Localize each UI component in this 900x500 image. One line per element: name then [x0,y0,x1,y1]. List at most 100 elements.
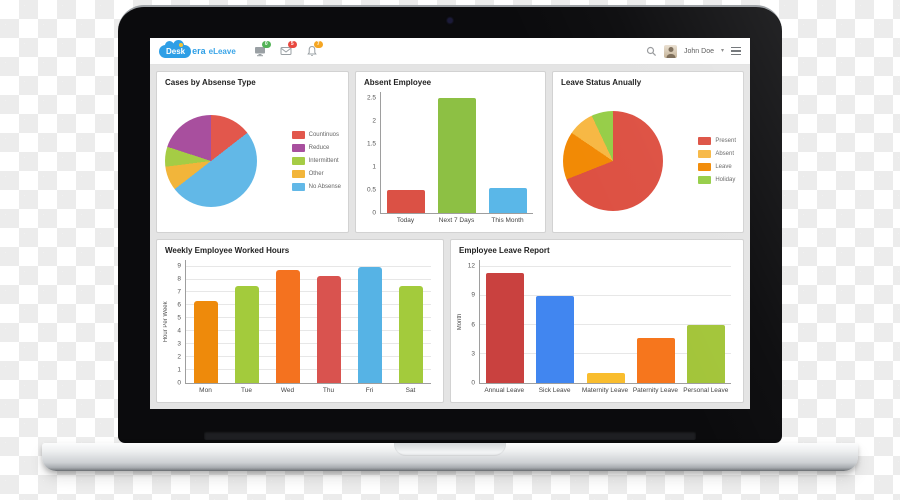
gridline [186,317,431,319]
leave-status-chart: Present Absent Leave Holiday [553,90,743,232]
bell-icon[interactable]: 7 [306,41,323,57]
legend-swatch [698,150,712,159]
y-tick-label: 5 [177,314,181,322]
x-tick-label: Fri [365,386,374,394]
webcam-icon [447,18,453,23]
y-tick-label: 1.5 [366,140,376,148]
x-tick-label: Personal Leave [683,386,729,394]
header-right-group: John Doe ▾ [646,44,741,58]
monitor-icon[interactable]: 0 [254,41,271,57]
bar-fri [357,266,382,383]
card-weekly-worked-hours: Weekly Employee Worked Hours Hour Per We… [156,239,444,403]
y-tick-label: 2.5 [366,94,376,102]
card-cases-by-absense-type: Cases by Absense Type Countinuos Reduce In… [156,71,349,233]
absent-employee-chart: 0 0.5 1 1.5 2 2.5 Today Next 7 Days This Month [362,91,533,225]
leave-status-legend: Present Absent Leave Holiday [698,132,736,189]
legend-label: Holiday [715,177,736,184]
legend-item-no-absense: No Absense [291,182,341,191]
y-tick-label: 4 [177,327,181,335]
x-tick-label: Tue [241,386,252,394]
dashboard-row-bottom: Weekly Employee Worked Hours Hour Per We… [156,239,744,403]
bar-tue [235,285,260,383]
y-tick-label: 3 [471,350,475,358]
laptop-hinge-recess [204,431,696,440]
card-title: Leave Status Anually [561,78,642,87]
gridline [186,291,431,293]
card-employee-leave-report: Employee Leave Report Month 0 3 6 9 12 Annual … [450,239,744,403]
y-tick-label: 9 [471,291,475,299]
x-tick-label: This Month [491,216,524,224]
app-window: Desk era eLeave 0 5 [150,38,750,409]
bar-annual-leave [486,273,525,383]
user-name: John Doe [684,47,714,55]
legend-swatch [291,169,305,178]
x-tick-label: Thu [322,386,335,394]
card-title: Weekly Employee Worked Hours [165,246,290,255]
gridline [186,265,431,267]
caret-down-icon[interactable]: ▾ [720,48,724,54]
legend-item-leave: Leave [698,163,736,172]
y-tick-label: 9 [177,262,181,270]
notification-group: 0 5 7 [254,41,323,57]
y-tick-label: 1 [372,163,376,171]
legend-item-reduce: Reduce [291,143,341,152]
legend-label: Other [308,170,324,177]
legend-swatch [698,176,712,185]
brand-name-rest: era [192,46,206,56]
laptop-base [42,443,858,471]
legend-label: Leave [715,164,732,171]
mail-badge: 5 [287,41,297,48]
app-header: Desk era eLeave 0 5 [150,38,750,65]
bar-maternity-leave [586,373,625,383]
weekly-hours-chart: Hour Per Week 0 1 2 3 4 5 6 7 8 9 Mon Tue Wed Thu Fri Sa… [163,259,431,395]
x-tick-label: Sick Leave [538,386,571,394]
card-title: Absent Employee [364,78,432,87]
legend-label: No Absense [308,183,341,190]
gridline [480,265,731,267]
x-tick-label: Mon [199,386,212,394]
bar-next-7-days [438,98,476,213]
cloud-logo-icon: Desk [159,39,192,58]
menu-icon[interactable] [731,45,741,58]
y-tick-label: 7 [177,288,181,296]
y-tick-label: 12 [467,262,475,270]
bar-today [387,190,426,213]
legend-label: Absent [715,151,734,158]
y-tick-label: 3 [177,340,181,348]
gridline [186,356,431,358]
user-avatar[interactable] [664,44,678,58]
legend-item-holiday: Holiday [698,176,736,185]
leave-report-chart: Month 0 3 6 9 12 Annual Leave Sick Leave Materni… [457,259,731,395]
logo-dot-icon [179,42,184,47]
brand-name-bold: Desk [166,46,186,56]
legend-item-intermittent: Intermittent [291,156,341,165]
dashboard: Cases by Absense Type Countinuos Reduce In… [150,65,750,409]
gridline [186,368,431,370]
y-tick-label: 0 [372,209,376,217]
search-icon[interactable] [646,46,657,57]
product-name: eLeave [208,46,236,56]
laptop-base-notch [394,443,506,456]
x-tick-label: Paternity Leave [632,386,678,394]
legend-item-other: Other [291,169,341,178]
legend-swatch [698,137,712,146]
y-tick-label: 1 [177,366,181,374]
gridline [186,304,431,306]
bar-mon [194,301,219,383]
x-tick-label: Maternity Leave [581,386,629,394]
card-leave-status-anually: Leave Status Anually Present Absent Leave H… [552,71,744,233]
y-tick-label: 6 [177,301,181,309]
deskera-logo[interactable]: Desk era eLeave [159,39,236,58]
legend-item-present: Present [698,137,736,146]
bar-wed [276,270,301,383]
gridline [480,352,731,354]
bar-this-month [488,187,527,213]
legend-item-absent: Absent [698,150,736,159]
mail-icon[interactable]: 5 [280,41,297,57]
card-title: Cases by Absense Type [165,78,256,87]
bar-sat [398,285,423,383]
legend-label: Countinuos [308,131,339,138]
x-tick-label: Annual Leave [484,386,525,394]
absense-type-legend: Countinuos Reduce Intermittent Other No Abse… [291,126,341,196]
